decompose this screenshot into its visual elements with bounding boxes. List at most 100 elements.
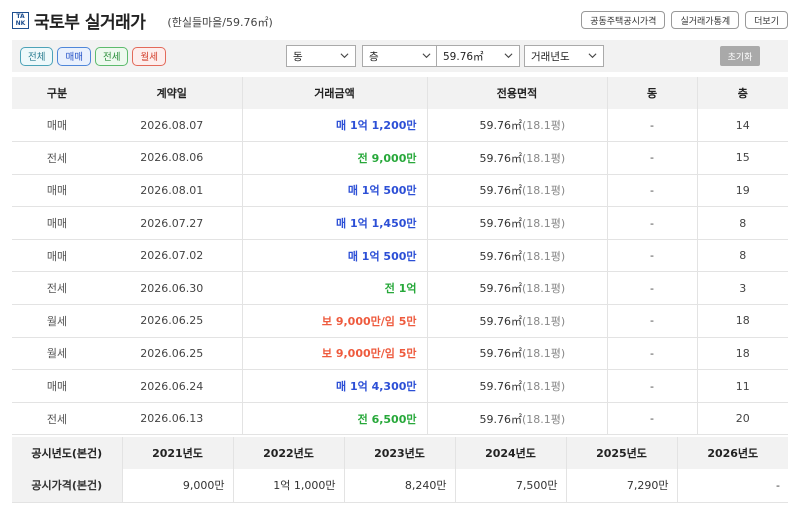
cell-dong: - [606, 369, 697, 403]
pyeong-value: (18.1평) [522, 282, 566, 296]
year-select-value: 거래년도 [531, 50, 570, 63]
chevron-down-icon [422, 53, 431, 59]
transaction-table: 구분 계약일 거래금액 전용면적 동 층 매매 2026.08.07 매 1억 1,… [12, 77, 788, 436]
pyeong-value: (18.1평) [522, 380, 566, 394]
cell-area: 59.76㎡(18.1평) [426, 239, 607, 273]
public-year-2026: 2026년도 [676, 437, 788, 469]
cell-floor: 8 [696, 206, 788, 240]
area-select[interactable]: 59.76㎡ [436, 45, 520, 67]
cell-dong: - [606, 109, 697, 143]
cell-floor: 20 [696, 402, 788, 436]
col-header-area[interactable]: 전용면적 [426, 77, 607, 109]
cell-type: 매매 [12, 239, 102, 273]
more-button[interactable]: 더보기 [745, 11, 788, 29]
floor-select[interactable]: 층 [362, 45, 438, 67]
area-value: 59.76㎡ [479, 249, 523, 263]
public-year-2024: 2024년도 [454, 437, 566, 469]
table-row[interactable]: 전세 2026.06.30 전 1억 59.76㎡(18.1평) -3 [12, 271, 788, 306]
table-row[interactable]: 매매 2026.08.01 매 1억 500만 59.76㎡(18.1평) -19 [12, 174, 788, 208]
table-row[interactable]: 전세 2026.06.13 전 6,500만 59.76㎡(18.1평) -20 [12, 402, 788, 436]
public-price-2026: - [676, 469, 788, 503]
cell-floor: 15 [696, 141, 788, 175]
pyeong-value: (18.1평) [522, 119, 566, 133]
cell-price: 전 9,000만 [241, 141, 427, 175]
cell-type: 전세 [12, 271, 102, 306]
table-row[interactable]: 전세 2026.08.06 전 9,000만 59.76㎡(18.1평) -15 [12, 141, 788, 175]
area-value: 59.76㎡ [479, 184, 523, 198]
pyeong-value: (18.1평) [522, 314, 566, 328]
cell-date: 2026.08.01 [102, 174, 242, 208]
cell-price: 전 1억 [241, 271, 427, 306]
cell-area: 59.76㎡(18.1평) [426, 369, 607, 403]
cell-date: 2026.06.25 [102, 337, 242, 371]
cell-area: 59.76㎡(18.1평) [426, 141, 607, 175]
cell-area: 59.76㎡(18.1평) [426, 174, 607, 208]
cell-price: 매 1억 500만 [241, 174, 427, 208]
pyeong-value: (18.1평) [522, 347, 566, 361]
cell-date: 2026.06.24 [102, 369, 242, 403]
public-year-2023: 2023년도 [343, 437, 455, 469]
header-button-group: 공동주택공시가격 실거래가통계 더보기 [581, 11, 788, 29]
floor-select-value: 층 [369, 50, 379, 63]
cell-dong: - [606, 402, 697, 436]
area-value: 59.76㎡ [479, 347, 523, 361]
table-row[interactable]: 매매 2026.07.02 매 1억 500만 59.76㎡(18.1평) -8 [12, 239, 788, 273]
cell-dong: - [606, 271, 697, 306]
cell-floor: 3 [696, 271, 788, 306]
cell-price: 보 9,000만/임 5만 [241, 304, 427, 338]
area-value: 59.76㎡ [479, 314, 523, 328]
public-year-2022: 2022년도 [232, 437, 344, 469]
cell-floor: 11 [696, 369, 788, 403]
cell-type: 전세 [12, 141, 102, 175]
filter-chip-sale[interactable]: 매매 [57, 46, 91, 66]
cell-dong: - [606, 337, 697, 371]
cell-date: 2026.07.02 [102, 239, 242, 273]
public-price-2022: 1억 1,000만 [232, 469, 344, 503]
cell-price: 매 1억 1,200만 [241, 109, 427, 143]
cell-date: 2026.06.13 [102, 402, 242, 436]
pyeong-value: (18.1평) [522, 249, 566, 263]
filter-chip-monthly[interactable]: 월세 [132, 46, 166, 66]
cell-area: 59.76㎡(18.1평) [426, 206, 607, 240]
area-value: 59.76㎡ [479, 119, 523, 133]
area-value: 59.76㎡ [479, 217, 523, 231]
table-row[interactable]: 월세 2026.06.25 보 9,000만/임 5만 59.76㎡(18.1평) -1… [12, 337, 788, 371]
type-chip-group: 전체 매매 전세 월세 [12, 46, 166, 66]
dong-select[interactable]: 동 [286, 45, 356, 67]
table-header-row: 구분 계약일 거래금액 전용면적 동 층 [12, 77, 788, 109]
chevron-down-icon [588, 53, 597, 59]
public-housing-price-button[interactable]: 공동주택공시가격 [581, 11, 666, 29]
col-header-dong[interactable]: 동 [606, 77, 697, 109]
filter-chip-jeonse[interactable]: 전세 [94, 46, 129, 66]
transaction-stats-button[interactable]: 실거래가통계 [671, 11, 740, 29]
cell-type: 매매 [12, 109, 102, 143]
cell-price: 매 1억 500만 [241, 239, 427, 273]
year-select[interactable]: 거래년도 [524, 45, 604, 67]
public-price-header: 공시가격(본건) [12, 469, 122, 503]
table-row[interactable]: 월세 2026.06.25 보 9,000만/임 5만 59.76㎡(18.1평) -1… [12, 304, 788, 338]
pyeong-value: (18.1평) [522, 412, 566, 426]
public-price-2025: 7,290만 [565, 469, 677, 503]
pyeong-value: (18.1평) [522, 151, 566, 165]
cell-type: 매매 [12, 369, 102, 403]
reset-button[interactable]: 초기화 [720, 46, 760, 66]
dong-select-value: 동 [293, 50, 303, 63]
col-header-floor[interactable]: 층 [696, 77, 788, 109]
app-header: TA NK 국토부 실거래가 (한실들마을/59.76㎡) 공동주택공시가격 실… [12, 8, 788, 33]
table-row[interactable]: 매매 2026.08.07 매 1억 1,200만 59.76㎡(18.1평) -14 [12, 109, 788, 143]
public-price-table: 공시년도(본건) 2021년도 2022년도 2023년도 2024년도 202… [12, 437, 788, 503]
table-row[interactable]: 매매 2026.06.24 매 1억 4,300만 59.76㎡(18.1평) -11 [12, 369, 788, 403]
cell-date: 2026.06.30 [102, 271, 242, 306]
cell-area: 59.76㎡(18.1평) [426, 304, 607, 338]
filter-chip-all[interactable]: 전체 [20, 46, 54, 66]
col-header-date[interactable]: 계약일 [102, 77, 242, 109]
cell-type: 매매 [12, 174, 102, 208]
col-header-type[interactable]: 구분 [12, 77, 102, 109]
col-header-price[interactable]: 거래금액 [241, 77, 427, 109]
table-row[interactable]: 매매 2026.07.27 매 1억 1,450만 59.76㎡(18.1평) -8 [12, 206, 788, 240]
cell-type: 전세 [12, 402, 102, 436]
cell-area: 59.76㎡(18.1평) [426, 109, 607, 143]
cell-floor: 18 [696, 304, 788, 338]
cell-type: 월세 [12, 304, 102, 338]
cell-area: 59.76㎡(18.1평) [426, 402, 607, 436]
